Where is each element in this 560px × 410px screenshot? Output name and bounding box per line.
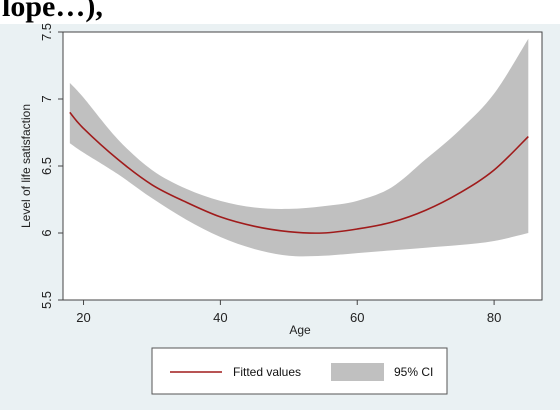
x-tick-label-40: 40 [213,310,227,325]
legend-label-fitted: Fitted values [233,365,301,379]
clipped-heading-text: lope…), [0,0,560,24]
x-tick-label-20: 20 [76,310,90,325]
y-tick-label-7.5: 7.5 [39,23,54,41]
legend: Fitted values 95% CI [151,347,448,395]
fitted-line-layer [69,111,529,234]
y-tick-label-5.5: 5.5 [39,291,54,309]
y-tick-label-6.5: 6.5 [39,157,54,175]
fitted-values-line-0 [69,111,529,234]
x-tick-label-80: 80 [487,310,501,325]
legend-box [151,347,448,395]
y-axis-label: Level of life satisfaction [19,104,33,228]
x-tick-label-60: 60 [350,310,364,325]
legend-label-ci: 95% CI [394,365,433,379]
y-tick-label-7: 7 [39,95,54,102]
x-axis-label: Age [289,323,311,337]
legend-swatch-ci [331,363,384,381]
y-tick-label-6: 6 [39,229,54,236]
axes-layer: 20 40 60 80 5.5 6 6.5 7 7.5 [39,23,501,325]
